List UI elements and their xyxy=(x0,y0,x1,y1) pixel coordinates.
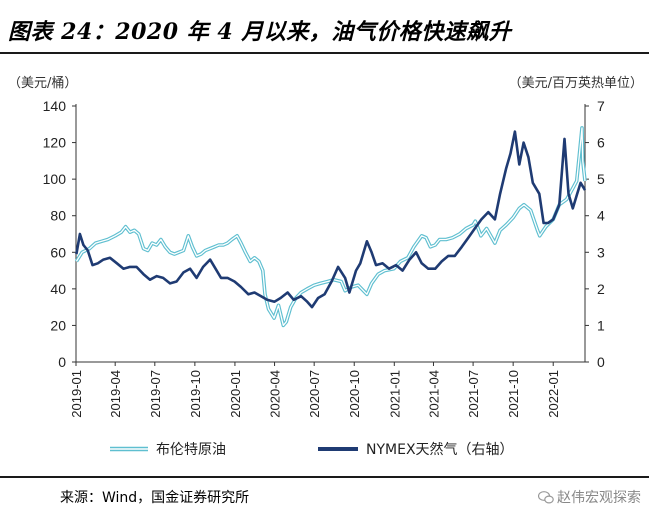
right-tick-label: 7 xyxy=(597,98,605,114)
x-tick-label: 2021-01 xyxy=(387,370,402,418)
series-line-natgas xyxy=(75,130,587,309)
x-tick-label: 2020-07 xyxy=(307,370,322,418)
title-bar: 图表 24：2020 年 4 月以来，油气价格快速飙升 xyxy=(0,8,649,54)
left-axis-unit: （美元/桶） xyxy=(8,76,78,91)
page-title: 图表 24：2020 年 4 月以来，油气价格快速飙升 xyxy=(8,19,512,45)
left-tick-label: 20 xyxy=(50,317,66,333)
x-tick-label: 2020-01 xyxy=(228,370,243,418)
left-tick-label: 60 xyxy=(50,244,66,260)
right-tick-label: 3 xyxy=(597,244,605,260)
x-tick-label: 2020-10 xyxy=(347,370,362,418)
source-text: 来源：Wind，国金证券研究所 xyxy=(60,490,250,506)
x-tick-label: 2021-04 xyxy=(426,370,441,418)
right-tick-label: 0 xyxy=(597,354,605,370)
chat-bubble-icon xyxy=(538,491,554,504)
left-tick-label: 0 xyxy=(58,354,66,370)
right-tick-label: 5 xyxy=(597,171,605,187)
legend-label-natgas: NYMEX天然气（右轴） xyxy=(366,441,514,458)
legend-label-brent: 布伦特原油 xyxy=(156,442,226,458)
x-tick-label: 2020-04 xyxy=(268,370,283,418)
left-tick-label: 40 xyxy=(50,281,66,297)
right-tick-label: 6 xyxy=(597,135,605,151)
x-tick-label: 2021-10 xyxy=(506,370,521,418)
watermark: 赵伟宏观探索 xyxy=(538,487,641,507)
series-line-brent-core xyxy=(75,127,586,327)
right-tick-label: 1 xyxy=(597,317,605,333)
x-tick-label: 2019-01 xyxy=(69,370,84,418)
right-tick-label: 2 xyxy=(597,281,605,297)
x-tick-label: 2019-07 xyxy=(148,370,163,418)
watermark-text: 赵伟宏观探索 xyxy=(557,490,641,506)
line-chart: 0 20 40 60 80 100 120 140 0 1 2 3 4 5 6 7 2019-01 2019-04… xyxy=(43,98,605,458)
right-tick-label: 4 xyxy=(597,208,605,224)
x-tick-label: 2022-01 xyxy=(546,370,561,418)
right-axis-unit: （美元/百万英热单位） xyxy=(508,76,643,91)
left-tick-label: 120 xyxy=(43,135,67,151)
left-tick-label: 100 xyxy=(43,171,67,187)
x-tick-label: 2019-04 xyxy=(108,370,123,418)
source-bar: 来源：Wind，国金证券研究所 赵伟宏观探索 xyxy=(0,476,649,514)
x-tick-label: 2021-07 xyxy=(466,370,481,418)
left-tick-label: 140 xyxy=(43,98,67,114)
x-tick-label: 2019-10 xyxy=(188,370,203,418)
left-tick-label: 80 xyxy=(50,208,66,224)
